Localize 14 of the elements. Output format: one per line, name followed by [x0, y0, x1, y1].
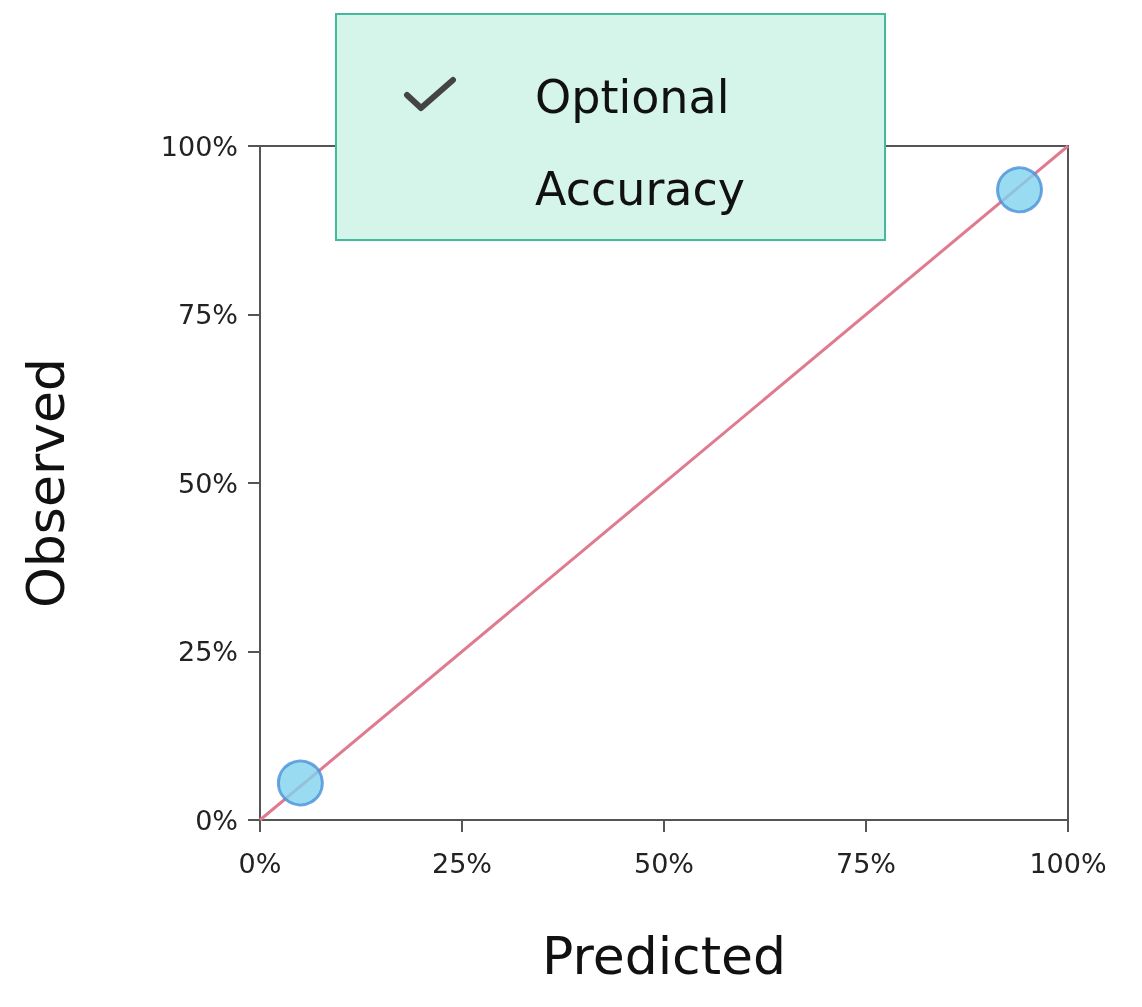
x-axis-title: Predicted	[541, 926, 787, 986]
y-tick-label: 75%	[177, 299, 238, 330]
x-tick-label: 75%	[835, 848, 897, 879]
y-axis-title: Observed	[16, 357, 76, 609]
x-tick-label: 50%	[633, 848, 695, 879]
y-tick-label: 50%	[177, 467, 238, 499]
x-tick-label: 0%	[238, 848, 282, 879]
y-tick-label: 0%	[195, 804, 238, 836]
x-tick-label: 25%	[431, 848, 493, 879]
y-tick-label: 25%	[177, 636, 238, 667]
note-box: Optional Accuracy	[335, 13, 886, 241]
x-tick-label: 100%	[1029, 848, 1107, 879]
y-tick-label: 100%	[160, 130, 238, 162]
annotation: Optional Accuracy	[535, 69, 746, 218]
